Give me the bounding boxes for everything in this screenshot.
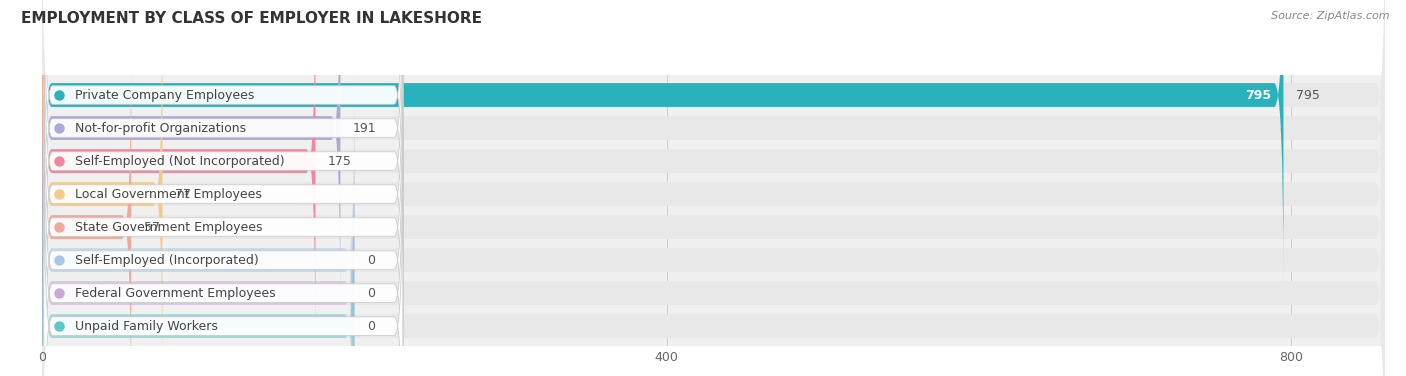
Text: EMPLOYMENT BY CLASS OF EMPLOYER IN LAKESHORE: EMPLOYMENT BY CLASS OF EMPLOYER IN LAKES… [21, 11, 482, 26]
Text: 0: 0 [367, 320, 375, 333]
Text: 175: 175 [328, 155, 352, 168]
FancyBboxPatch shape [44, 154, 404, 376]
Text: Self-Employed (Incorporated): Self-Employed (Incorporated) [75, 253, 259, 267]
FancyBboxPatch shape [42, 140, 354, 376]
FancyBboxPatch shape [42, 0, 1385, 347]
FancyBboxPatch shape [42, 0, 1284, 281]
FancyBboxPatch shape [42, 74, 354, 376]
FancyBboxPatch shape [42, 0, 340, 314]
FancyBboxPatch shape [44, 0, 404, 300]
FancyBboxPatch shape [42, 0, 315, 347]
FancyBboxPatch shape [44, 22, 404, 366]
FancyBboxPatch shape [44, 0, 404, 334]
Text: Unpaid Family Workers: Unpaid Family Workers [75, 320, 218, 333]
Text: Private Company Employees: Private Company Employees [75, 88, 254, 102]
FancyBboxPatch shape [42, 140, 1385, 376]
Text: 795: 795 [1244, 88, 1271, 102]
FancyBboxPatch shape [44, 0, 404, 267]
FancyBboxPatch shape [42, 74, 1385, 376]
Text: Not-for-profit Organizations: Not-for-profit Organizations [75, 121, 246, 135]
FancyBboxPatch shape [44, 121, 404, 376]
FancyBboxPatch shape [42, 41, 131, 376]
Text: 57: 57 [143, 221, 160, 233]
Text: 191: 191 [353, 121, 377, 135]
FancyBboxPatch shape [42, 107, 1385, 376]
Text: 77: 77 [174, 188, 191, 200]
FancyBboxPatch shape [42, 0, 1385, 314]
FancyBboxPatch shape [42, 41, 1385, 376]
Text: Source: ZipAtlas.com: Source: ZipAtlas.com [1271, 11, 1389, 21]
FancyBboxPatch shape [44, 55, 404, 376]
Text: State Government Employees: State Government Employees [75, 221, 263, 233]
Text: Federal Government Employees: Federal Government Employees [75, 287, 276, 300]
FancyBboxPatch shape [42, 107, 354, 376]
Text: Local Government Employees: Local Government Employees [75, 188, 262, 200]
FancyBboxPatch shape [42, 0, 1385, 281]
FancyBboxPatch shape [44, 88, 404, 376]
Text: Self-Employed (Not Incorporated): Self-Employed (Not Incorporated) [75, 155, 284, 168]
FancyBboxPatch shape [42, 8, 163, 376]
Text: 0: 0 [367, 253, 375, 267]
FancyBboxPatch shape [42, 8, 1385, 376]
Text: 795: 795 [1296, 88, 1320, 102]
Text: 0: 0 [367, 287, 375, 300]
